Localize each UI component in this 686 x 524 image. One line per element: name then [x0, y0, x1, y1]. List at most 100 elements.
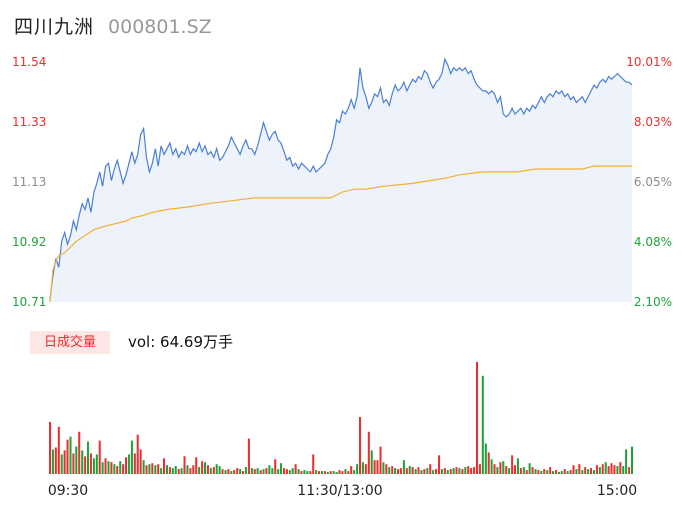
volume-bar [125, 457, 128, 474]
y-tick-right: 4.08% [634, 235, 672, 249]
volume-bar [280, 463, 283, 474]
volume-bar [566, 471, 569, 474]
volume-bar [590, 468, 593, 474]
volume-bar [487, 452, 490, 474]
volume-bar [265, 468, 268, 474]
volume-bar [438, 455, 441, 474]
volume-badge[interactable]: 日成交量 [30, 331, 110, 354]
volume-bar [552, 471, 555, 474]
volume-bar [268, 465, 271, 474]
volume-value: vol: 64.69万手 [128, 333, 233, 351]
volume-bar [584, 467, 587, 474]
volume-bar [312, 454, 315, 474]
stock-name: 四川九洲 [14, 16, 95, 38]
volume-bar [610, 463, 613, 474]
volume-bar [499, 462, 502, 474]
volume-bar [598, 467, 601, 474]
volume-bar [382, 462, 385, 474]
volume-bar [204, 462, 207, 474]
volume-bar [198, 467, 201, 474]
volume-bar [233, 470, 236, 474]
volume-bar [575, 469, 578, 474]
volume-bar [244, 467, 247, 474]
volume-bar [470, 468, 473, 474]
volume-bar [347, 471, 350, 474]
volume-bar [166, 465, 169, 474]
volume-bar [543, 469, 546, 474]
volume-bar [98, 440, 101, 474]
volume-bar [54, 447, 57, 474]
volume-bar [127, 454, 130, 474]
volume-bar [408, 466, 411, 474]
volume-bar [57, 426, 60, 474]
volume-bar [236, 468, 239, 474]
price-line [49, 57, 633, 300]
price-area [49, 57, 633, 303]
volume-bar [578, 464, 581, 474]
volume-bar [370, 450, 373, 474]
volume-bar [239, 469, 242, 474]
average-line [49, 165, 632, 303]
volume-bar [394, 468, 397, 474]
volume-bar [283, 468, 286, 474]
volume-bar [247, 438, 250, 474]
volume-bar [321, 471, 324, 474]
volume-bar [554, 470, 557, 474]
volume-bar [119, 461, 122, 474]
volume-bar [221, 469, 224, 474]
volume-bar [560, 471, 563, 474]
volume-bar [148, 464, 151, 474]
volume-bar [426, 468, 429, 474]
volume-bar [402, 460, 405, 474]
volume-bar [350, 466, 353, 474]
volume-bar [297, 469, 300, 474]
volume-bar [78, 431, 81, 474]
volume-bar [192, 465, 195, 474]
volume-bar [443, 468, 446, 474]
volume-bar [525, 470, 528, 474]
volume-bar [476, 362, 479, 474]
volume-bar [87, 441, 90, 474]
y-tick-left: 11.13 [12, 175, 46, 189]
volume-bar [341, 471, 344, 474]
volume-bar [522, 467, 525, 474]
volume-bar [484, 443, 487, 474]
volume-bar [145, 465, 148, 474]
volume-bar [75, 446, 78, 474]
volume-bar [490, 459, 493, 474]
volume-bar [60, 454, 63, 474]
volume-bar [628, 467, 631, 474]
volume-bar [183, 456, 186, 474]
volume-bar [478, 464, 481, 474]
volume-bar [171, 468, 174, 474]
volume-bar [572, 465, 575, 474]
volume-bar [116, 466, 119, 474]
volume-bar [511, 455, 514, 474]
price-area-fill [50, 59, 632, 302]
volume-bar [405, 468, 408, 474]
volume-bar [160, 468, 163, 474]
volume-bar [385, 464, 388, 474]
y-tick-right: 6.05% [634, 175, 672, 189]
volume-bar [338, 470, 341, 474]
volume-bar [508, 468, 511, 474]
stock-header: 四川九洲 000801.SZ [14, 12, 212, 40]
volume-bar [329, 471, 332, 474]
volume-bar [549, 467, 552, 474]
volume-bar [300, 471, 303, 474]
volume-bar [136, 434, 139, 474]
volume-bar [467, 466, 470, 474]
volume-bar [353, 470, 356, 474]
volume-bar [66, 439, 69, 474]
volume-bars [49, 362, 634, 474]
volume-bar [397, 469, 400, 474]
volume-bar [528, 463, 531, 474]
volume-bar [420, 470, 423, 474]
volume-bar [417, 467, 420, 474]
volume-bar [411, 467, 414, 474]
y-tick-left: 11.33 [12, 115, 46, 129]
volume-bar [163, 458, 166, 474]
y-axis-right-labels: 10.01% 8.03% 6.05% 4.08% 2.10% [626, 55, 672, 309]
volume-bar [595, 465, 598, 474]
x-axis-labels: 09:30 11:30/13:00 15:00 [48, 483, 637, 499]
